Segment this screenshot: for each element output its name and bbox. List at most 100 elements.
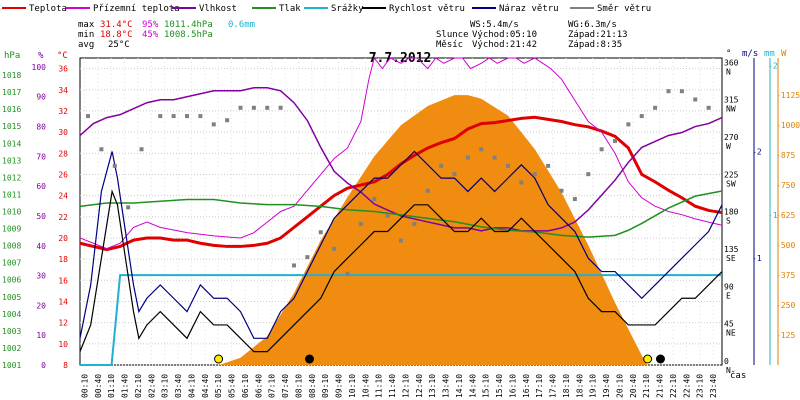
time-tick-label: 09:10 xyxy=(321,374,330,398)
pressure-tick-label: 1006 xyxy=(2,276,21,285)
temp-tick-label: 28 xyxy=(58,149,68,158)
time-tick-label: 17:10 xyxy=(535,374,544,398)
direction-dot xyxy=(425,188,430,193)
direction-dot xyxy=(599,147,604,152)
legend: Teplota Přízemní teplota Vlhkost Tlak Srážky… xyxy=(2,4,651,14)
stats-min-temp: 18.8°C xyxy=(100,30,133,40)
time-tick-label: 11:10 xyxy=(375,374,384,398)
time-tick-label: 12:10 xyxy=(401,374,410,398)
sun-label: Slunce xyxy=(436,30,469,40)
time-tick-label: 10:10 xyxy=(348,374,357,398)
sun-rise: Východ:05:10 xyxy=(472,30,537,40)
humidity-tick-label: 30 xyxy=(36,272,46,281)
unit-pct: % xyxy=(38,51,44,61)
sunset-marker xyxy=(643,354,653,364)
time-tick-label: 02:10 xyxy=(134,374,143,398)
stats-block: max 31.4°C 95% 1011.4hPa 0.6mm min 18.8°… xyxy=(78,20,255,50)
time-tick-label: 03:40 xyxy=(174,374,183,398)
stats-max-rain: 0.6mm xyxy=(228,20,255,30)
time-tick-label: 14:40 xyxy=(468,374,477,398)
direction-dot xyxy=(158,114,163,119)
time-tick-label: 08:40 xyxy=(308,374,317,398)
time-tick-label: 21:10 xyxy=(642,374,651,398)
mm-tick-label: -1 xyxy=(768,211,778,220)
direction-tick-compass: N xyxy=(726,67,731,76)
direction-tick-label: 180 xyxy=(724,208,739,217)
unit-mm: mm xyxy=(764,49,775,59)
time-tick-label: 16:40 xyxy=(522,374,531,398)
temp-tick-label: 18 xyxy=(58,255,68,264)
direction-tick-compass: NW xyxy=(726,105,736,114)
temp-tick-label: 22 xyxy=(58,213,68,222)
direction-dot xyxy=(639,114,644,119)
direction-tick-label: 360 xyxy=(724,58,739,67)
legend-label: Směr větru xyxy=(597,4,651,14)
direction-dot xyxy=(211,122,216,127)
direction-dot xyxy=(506,163,510,168)
unit-ms: m/s xyxy=(742,49,758,59)
time-tick-label: 02:40 xyxy=(147,374,156,398)
direction-dot xyxy=(126,205,131,210)
solar-radiation-area xyxy=(219,95,648,365)
series-line xyxy=(80,274,722,366)
pressure-tick-label: 1016 xyxy=(2,105,21,114)
temp-tick-label: 12 xyxy=(58,319,68,328)
time-tick-label: 06:40 xyxy=(254,374,263,398)
direction-dot xyxy=(171,114,176,119)
series-line xyxy=(79,56,723,250)
stats-max-press: 1011.4hPa xyxy=(164,20,213,30)
time-tick-label: 12:40 xyxy=(415,374,424,398)
pressure-tick-label: 1015 xyxy=(2,122,21,131)
time-tick-label: 15:40 xyxy=(495,374,504,398)
direction-dot xyxy=(251,105,256,110)
direction-dot xyxy=(693,97,698,102)
wind-direction-dots xyxy=(86,89,711,276)
stats-max-hum: 95% xyxy=(142,20,159,30)
direction-tick-compass: SE xyxy=(726,254,736,263)
time-tick-label: 14:10 xyxy=(455,374,464,398)
pressure-tick-label: 1012 xyxy=(2,173,21,182)
unit-hpa: hPa xyxy=(4,51,20,61)
direction-tick-label: 270 xyxy=(724,133,739,142)
humidity-tick-label: 80 xyxy=(36,123,46,132)
time-tick-label: 01:10 xyxy=(107,374,116,398)
pressure-tick-label: 1009 xyxy=(2,225,21,234)
direction-dot xyxy=(139,147,144,152)
ms-tick-label: -2 xyxy=(752,147,762,156)
time-tick-label: 07:40 xyxy=(281,374,290,398)
moon-rise: Východ:21:42 xyxy=(472,40,537,50)
series-line xyxy=(79,190,723,238)
direction-tick-label: 45 xyxy=(724,320,734,329)
direction-dot xyxy=(519,180,524,185)
unit-w: W xyxy=(781,49,787,59)
stats-max-temp: 31.4°C xyxy=(100,20,133,30)
mm-tick-label: -2 xyxy=(768,61,778,70)
direction-tick-compass: N xyxy=(726,366,731,375)
time-tick-label: 10:40 xyxy=(361,374,370,398)
moon-set: Západ:8:35 xyxy=(568,40,622,50)
humidity-tick-label: 100 xyxy=(32,63,47,72)
temp-tick-label: 30 xyxy=(58,128,68,137)
direction-dot xyxy=(679,89,684,94)
direction-dot xyxy=(238,105,243,110)
direction-dot xyxy=(345,271,350,276)
time-tick-label: 05:40 xyxy=(228,374,237,398)
time-tick-label: 23:10 xyxy=(696,374,705,398)
sun-moon-markers xyxy=(214,354,665,364)
pressure-tick-label: 1017 xyxy=(2,88,21,97)
temp-tick-label: 32 xyxy=(58,107,68,116)
time-tick-label: 20:10 xyxy=(615,374,624,398)
solar-tick-label: -125 xyxy=(776,331,795,340)
direction-dot xyxy=(278,105,283,110)
direction-dot xyxy=(372,197,377,202)
time-tick-label: 19:10 xyxy=(589,374,598,398)
temp-tick-label: 8 xyxy=(63,361,68,370)
moon-label: Měsíc xyxy=(436,40,463,50)
solar-tick-label: -1000 xyxy=(776,121,800,130)
series-line xyxy=(79,150,723,339)
unit-deg: ° xyxy=(726,49,731,59)
humidity-tick-label: 0 xyxy=(41,361,46,370)
moonrise-marker xyxy=(655,354,665,364)
temp-tick-label: 20 xyxy=(58,234,68,243)
